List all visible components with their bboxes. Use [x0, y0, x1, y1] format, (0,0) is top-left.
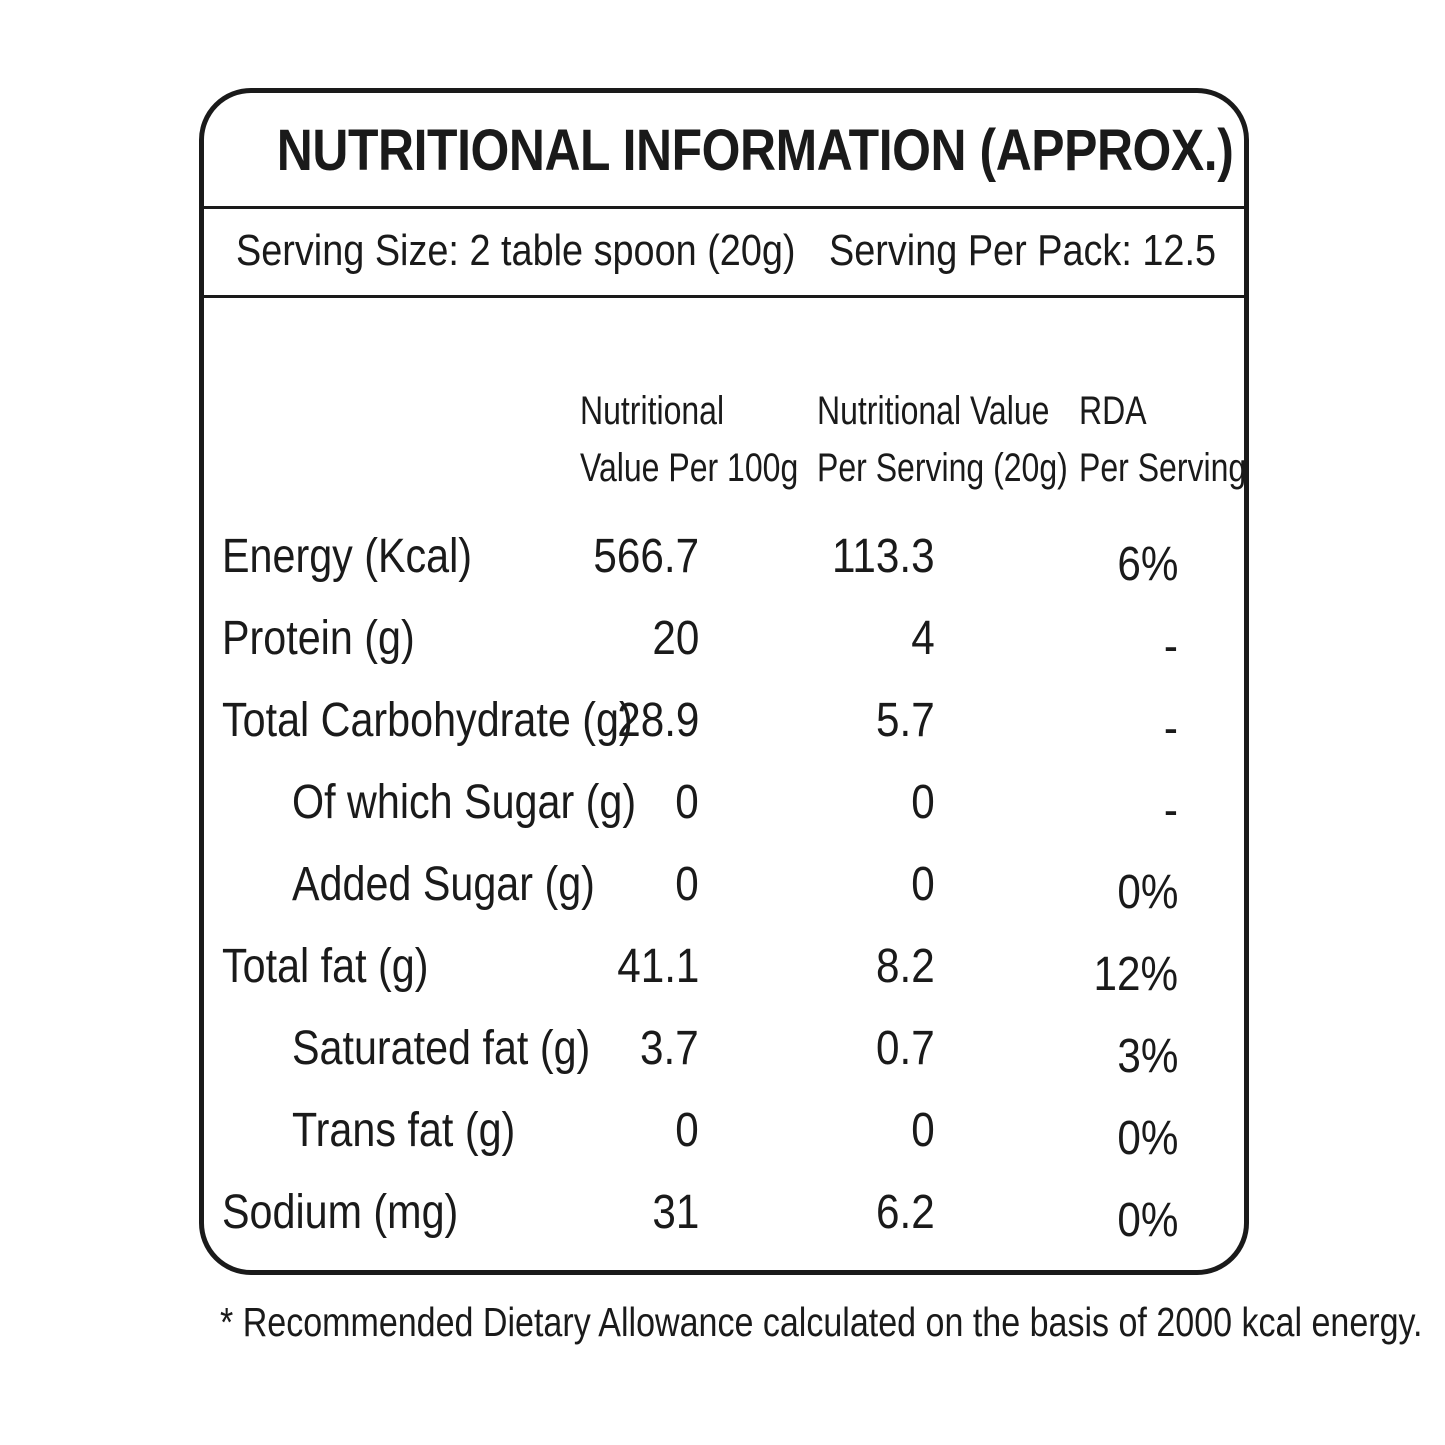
nutrient-row-added-sugar: Added Sugar (g) 0 0 0%: [204, 853, 1244, 935]
value-per-100g: 0: [675, 1104, 699, 1157]
column-header-per-100g: Nutritional Value Per 100g: [580, 383, 798, 497]
value-per-100g: 0: [675, 776, 699, 829]
serving-size-text: Serving Size: 2 table spoon (20g): [236, 226, 796, 275]
serving-divider: [204, 295, 1244, 298]
column-header-line: Nutritional Value: [817, 389, 1050, 433]
value-per-100g: 20: [652, 612, 699, 665]
title-divider: [204, 206, 1244, 209]
rda-value: -: [1163, 784, 1178, 837]
rda-value: 0%: [1116, 1194, 1178, 1247]
nutrient-name: Total fat (g): [222, 940, 429, 993]
rda-footnote: * Recommended Dietary Allowance calculat…: [220, 1299, 1423, 1345]
value-per-100g: 31: [652, 1186, 699, 1239]
value-per-serving: 0.7: [876, 1022, 935, 1075]
rda-value: -: [1163, 702, 1178, 755]
value-per-100g: 41.1: [616, 940, 699, 993]
nutrient-row-total-fat: Total fat (g) 41.1 8.2 12%: [204, 935, 1244, 1017]
nutrient-row-sugar: Of which Sugar (g) 0 0 -: [204, 771, 1244, 853]
rda-value: 0%: [1116, 866, 1178, 919]
nutrient-row-sodium: Sodium (mg) 31 6.2 0%: [204, 1181, 1244, 1263]
panel-title: NUTRITIONAL INFORMATION (APPROX.): [276, 118, 1234, 183]
nutrient-name: Of which Sugar (g): [292, 776, 637, 829]
rda-value: 3%: [1116, 1030, 1178, 1083]
value-per-100g: 28.9: [616, 694, 699, 747]
value-per-serving: 0: [911, 776, 935, 829]
rda-value: 0%: [1116, 1112, 1178, 1165]
rda-value: 6%: [1116, 538, 1178, 591]
nutrient-name: Protein (g): [222, 612, 415, 665]
value-per-serving: 4: [911, 612, 935, 665]
nutrient-row-protein: Protein (g) 20 4 -: [204, 607, 1244, 689]
value-per-100g: 3.7: [640, 1022, 699, 1075]
column-header-line: Per Serving (20g): [817, 446, 1068, 490]
column-header-line: Nutritional: [580, 389, 725, 433]
column-header-line: Value Per 100g: [580, 446, 799, 490]
nutrient-name: Trans fat (g): [292, 1104, 516, 1157]
rda-value: -: [1163, 620, 1178, 673]
nutrient-row-trans-fat: Trans fat (g) 0 0 0%: [204, 1099, 1244, 1181]
value-per-serving: 0: [911, 858, 935, 911]
nutrient-name: Saturated fat (g): [292, 1022, 591, 1075]
nutrient-row-saturated-fat: Saturated fat (g) 3.7 0.7 3%: [204, 1017, 1244, 1099]
nutrient-name: Total Carbohydrate (g): [222, 694, 633, 747]
column-header-line: Per Serving*: [1079, 446, 1249, 490]
nutrition-facts-panel: NUTRITIONAL INFORMATION (APPROX.) Servin…: [199, 88, 1249, 1275]
value-per-serving: 0: [911, 1104, 935, 1157]
value-per-serving: 6.2: [876, 1186, 935, 1239]
value-per-serving: 5.7: [876, 694, 935, 747]
value-per-serving: 8.2: [876, 940, 935, 993]
value-per-100g: 0: [675, 858, 699, 911]
rda-value: 12%: [1093, 948, 1178, 1001]
nutrient-row-carbohydrate: Total Carbohydrate (g) 28.9 5.7 -: [204, 689, 1244, 771]
nutrient-name: Sodium (mg): [222, 1186, 459, 1239]
servings-per-pack-text: Serving Per Pack: 12.5: [828, 226, 1216, 275]
column-header-line: RDA: [1079, 389, 1147, 433]
value-per-100g: 566.7: [593, 530, 699, 583]
nutrient-row-energy: Energy (Kcal) 566.7 113.3 6%: [204, 525, 1244, 607]
column-header-per-serving: Nutritional Value Per Serving (20g): [817, 383, 1068, 497]
nutrient-name: Energy (Kcal): [222, 530, 473, 583]
value-per-serving: 113.3: [832, 530, 935, 583]
nutrient-name: Added Sugar (g): [292, 858, 595, 911]
column-header-rda: RDA Per Serving*: [1079, 383, 1249, 497]
